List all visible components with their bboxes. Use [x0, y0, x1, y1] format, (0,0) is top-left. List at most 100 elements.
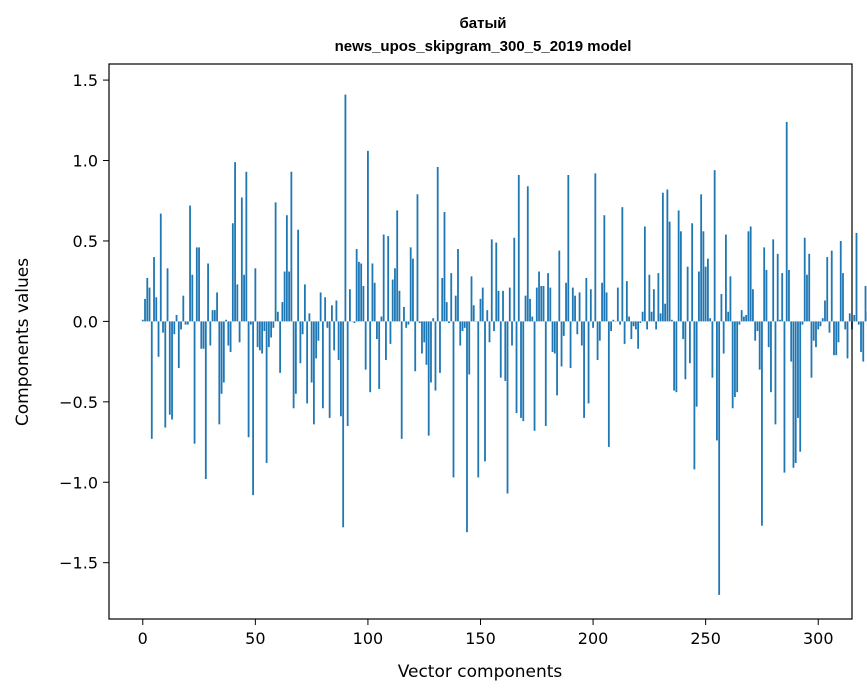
- bar: [200, 321, 203, 349]
- bar: [718, 321, 721, 595]
- bar: [551, 321, 554, 352]
- bar: [292, 321, 295, 409]
- bar: [677, 210, 680, 322]
- bar: [529, 298, 531, 322]
- bar: [761, 321, 763, 526]
- bar: [157, 321, 160, 357]
- bar: [164, 321, 167, 428]
- bar: [171, 321, 173, 420]
- x-tick-label: 150: [465, 629, 496, 648]
- bar: [531, 316, 534, 322]
- bar: [783, 321, 786, 473]
- bar: [450, 273, 453, 322]
- bar: [344, 94, 347, 322]
- bar: [182, 295, 185, 322]
- bar: [862, 321, 865, 362]
- bar: [274, 202, 277, 322]
- bar: [616, 287, 619, 322]
- bar: [281, 302, 284, 322]
- bar: [725, 234, 727, 322]
- bar: [835, 321, 838, 356]
- bar: [592, 321, 594, 328]
- y-tick-label: 1.5: [73, 71, 98, 90]
- bar: [495, 242, 498, 322]
- bar: [153, 257, 155, 322]
- bar: [466, 321, 468, 533]
- bar: [193, 321, 196, 444]
- bar: [855, 232, 858, 322]
- bar: [691, 223, 694, 322]
- bar: [276, 311, 279, 322]
- y-tick-label: 0.0: [73, 312, 98, 331]
- bar: [763, 247, 766, 322]
- bar: [353, 321, 356, 323]
- bar: [403, 306, 405, 322]
- bar: [371, 263, 374, 322]
- bar: [504, 321, 507, 381]
- bar: [515, 321, 518, 414]
- bar: [779, 319, 781, 322]
- bar: [790, 321, 793, 362]
- bar: [430, 321, 432, 383]
- bar: [587, 321, 590, 404]
- plot-frame: [108, 63, 853, 620]
- bar: [535, 287, 538, 322]
- bar: [846, 321, 849, 359]
- bar: [621, 207, 624, 322]
- bar: [747, 231, 750, 322]
- bar: [468, 321, 471, 375]
- bar: [806, 274, 808, 322]
- bar: [144, 298, 146, 322]
- bar: [707, 258, 709, 322]
- bar: [637, 321, 640, 349]
- bar: [335, 300, 338, 322]
- bar: [207, 263, 209, 322]
- bar: [506, 321, 509, 494]
- bar: [824, 300, 826, 322]
- bar: [842, 273, 844, 322]
- bar: [540, 286, 543, 322]
- bar: [367, 150, 369, 322]
- bar: [812, 321, 815, 341]
- bar: [848, 313, 851, 322]
- bar: [493, 321, 495, 332]
- bar: [628, 316, 630, 322]
- bar: [427, 321, 430, 436]
- bar: [605, 292, 608, 322]
- bar: [481, 287, 484, 322]
- bar: [576, 321, 579, 335]
- bar: [234, 162, 236, 322]
- bar: [409, 247, 412, 322]
- bar: [319, 292, 322, 322]
- bar: [488, 321, 491, 343]
- bar: [810, 321, 813, 378]
- bar: [585, 277, 588, 322]
- y-tick-label: −0.5: [59, 393, 98, 412]
- bar: [159, 213, 162, 322]
- bar: [270, 321, 273, 338]
- bar: [385, 321, 387, 360]
- bar: [240, 197, 243, 322]
- bar: [526, 186, 529, 322]
- bar: [767, 321, 770, 348]
- bar: [844, 321, 847, 330]
- bar: [508, 287, 511, 322]
- bar: [360, 263, 363, 322]
- bar: [646, 321, 649, 330]
- bar: [675, 321, 678, 393]
- bar: [556, 321, 558, 396]
- bar: [517, 175, 520, 322]
- bar: [202, 321, 205, 349]
- bar: [310, 321, 313, 383]
- bar: [598, 321, 601, 341]
- bar: [220, 321, 223, 394]
- bar: [321, 321, 324, 409]
- bar: [794, 321, 797, 463]
- bar: [324, 297, 327, 322]
- bar: [547, 273, 549, 322]
- x-tick-label: 250: [690, 629, 721, 648]
- bar: [524, 295, 527, 322]
- bar: [625, 281, 628, 322]
- bar: [222, 321, 225, 383]
- bar: [175, 314, 178, 322]
